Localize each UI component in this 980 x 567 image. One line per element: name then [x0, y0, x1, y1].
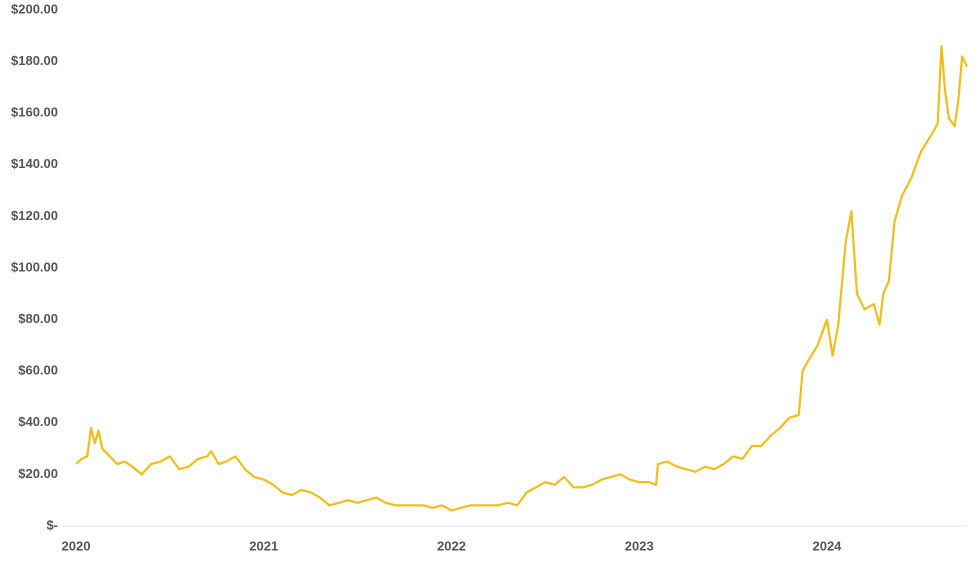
y-tick-label: $200.00: [11, 1, 58, 16]
y-tick-label: $160.00: [11, 105, 58, 120]
x-tick-label: 2021: [249, 538, 278, 553]
y-tick-label: $120.00: [11, 208, 58, 223]
x-tick-label: 2022: [437, 538, 466, 553]
x-tick-label: 2024: [812, 538, 842, 553]
y-tick-label: $80.00: [18, 311, 58, 326]
y-tick-label: $140.00: [11, 156, 58, 171]
x-tick-label: 2020: [62, 538, 91, 553]
y-tick-label: $100.00: [11, 259, 58, 274]
y-tick-label: $60.00: [18, 363, 58, 378]
price-line: [75, 45, 968, 512]
y-tick-label: $20.00: [18, 466, 58, 481]
y-tick-label: $-: [46, 517, 58, 532]
y-tick-label: $180.00: [11, 53, 58, 68]
x-tick-label: 2023: [625, 538, 654, 553]
y-tick-label: $40.00: [18, 414, 58, 429]
